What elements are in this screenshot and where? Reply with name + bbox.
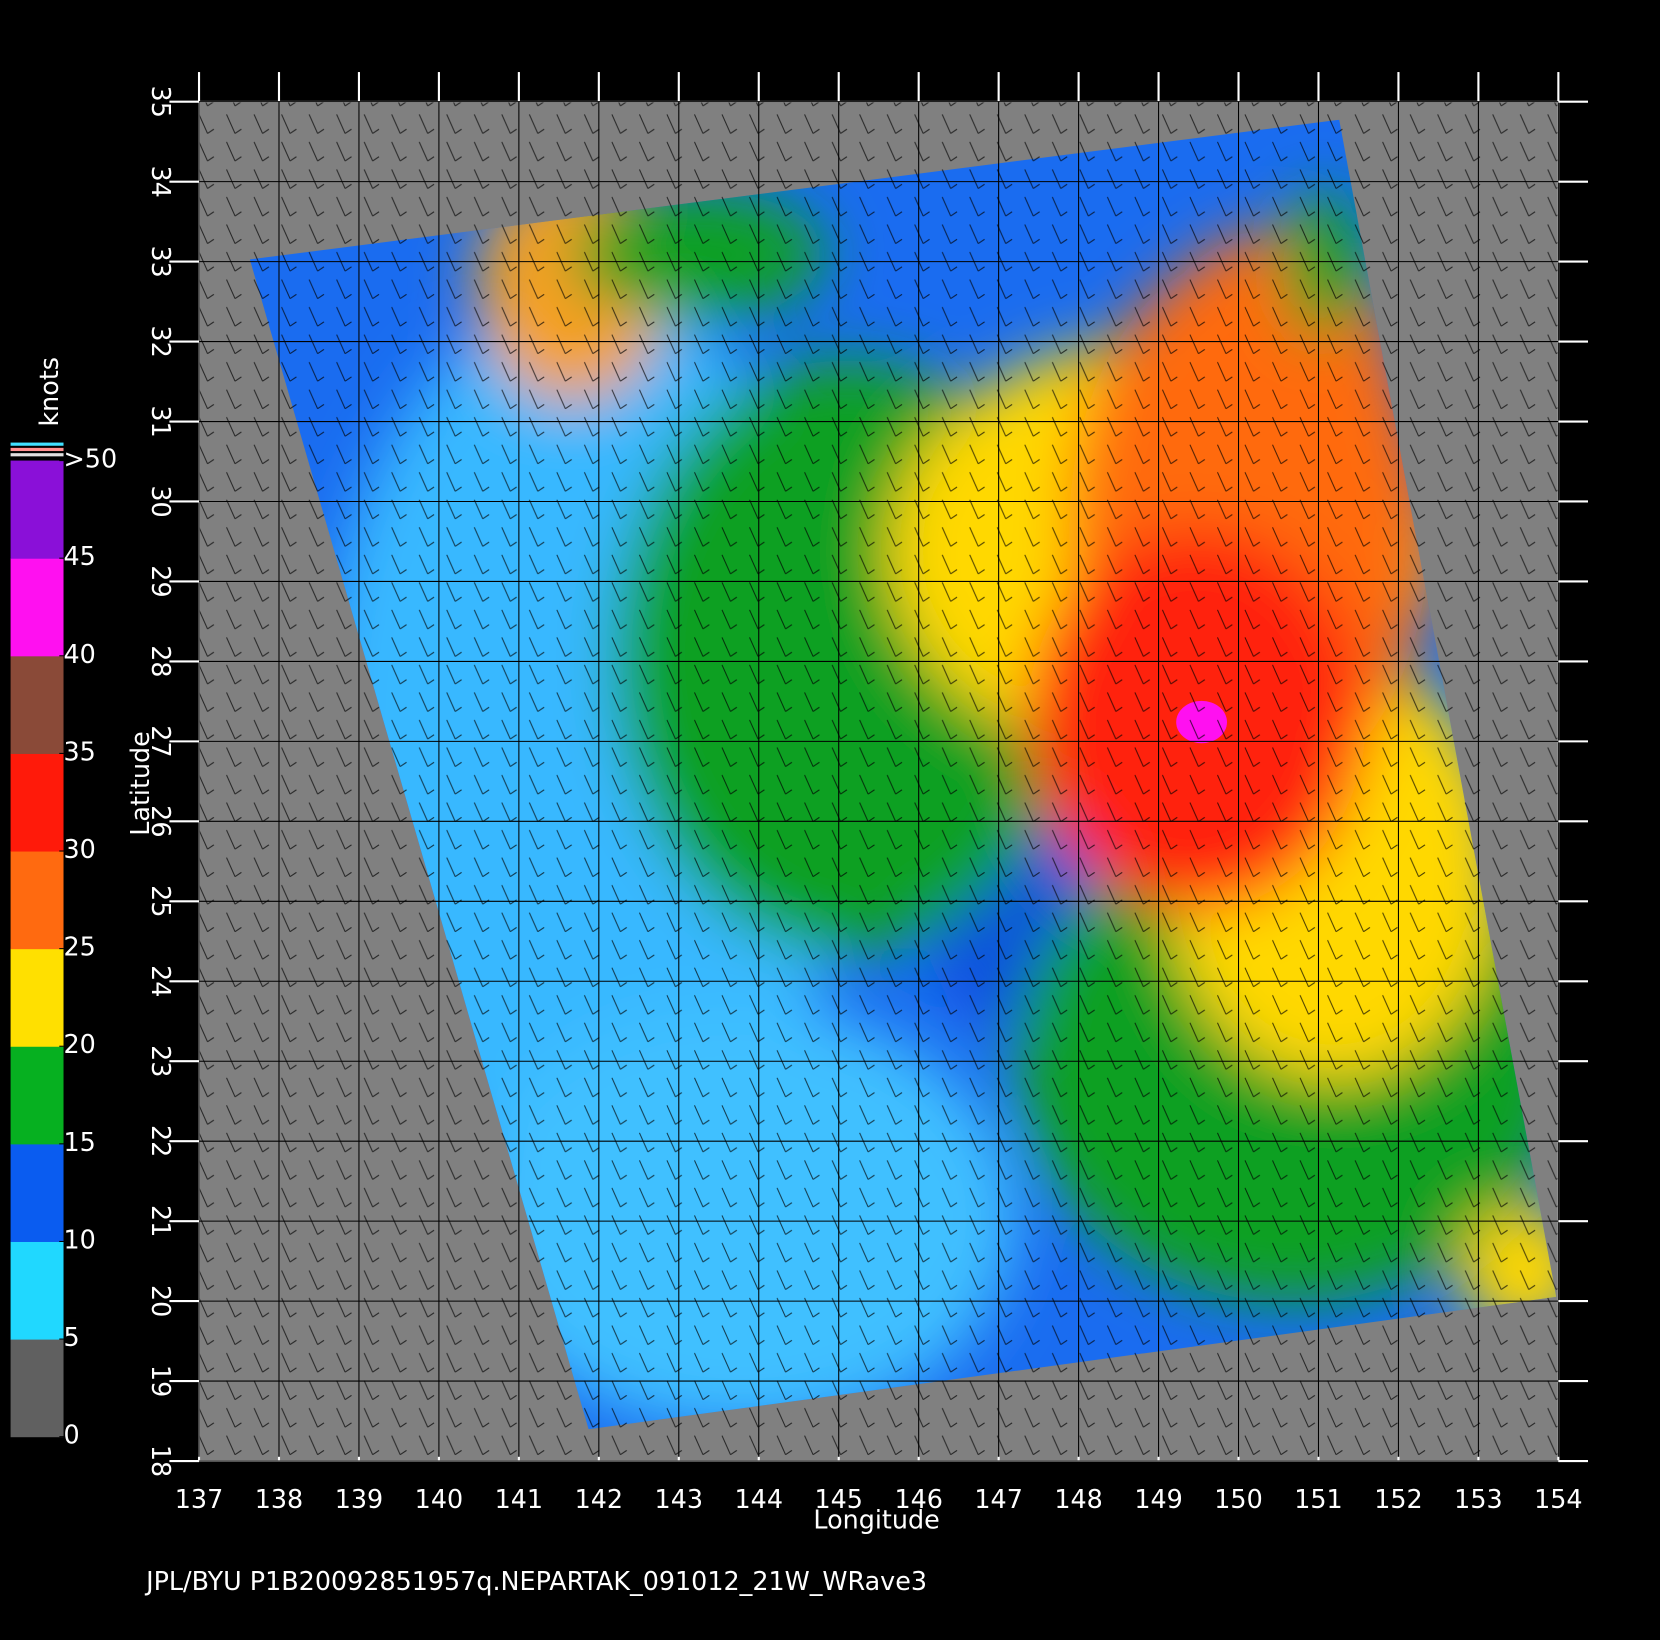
y-tick-label: 21	[146, 1205, 176, 1237]
y-tick-label: 28	[146, 645, 176, 677]
colorbar-tick-label: 35	[64, 736, 96, 766]
x-tick-label: 142	[575, 1484, 623, 1514]
colorbar-segment	[10, 1241, 64, 1340]
y-tick-label: 33	[146, 245, 176, 277]
y-tick-label: 34	[146, 165, 176, 197]
colorbar-tick-label: 5	[64, 1322, 80, 1352]
x-tick-label: 138	[255, 1484, 303, 1514]
colorbar-segment	[10, 753, 64, 852]
colorbar-tick-label: 15	[64, 1127, 96, 1157]
y-tick-label: 22	[146, 1125, 176, 1157]
colorbar-segment	[10, 948, 64, 1047]
x-tick-label: 151	[1294, 1484, 1342, 1514]
colorbar-tick-label: 30	[64, 834, 96, 864]
colorbar: 0 5 10 15 20 25 30 35 40 45 >50	[10, 442, 118, 1450]
y-tick-label: 32	[146, 325, 176, 357]
y-tick-label: 23	[146, 1045, 176, 1077]
x-tick-label: 146	[894, 1484, 942, 1514]
y-tick-label: 30	[146, 485, 176, 517]
colorbar-tick-label: 10	[64, 1224, 96, 1254]
x-tick-label: 149	[1134, 1484, 1182, 1514]
colorbar-tick-label: 0	[64, 1420, 80, 1450]
y-tick-label: 35	[146, 86, 176, 118]
x-tick-label: 145	[814, 1484, 862, 1514]
x-tick-label: 141	[495, 1484, 543, 1514]
colorbar-segment	[10, 655, 64, 754]
x-tick-label: 143	[655, 1484, 703, 1514]
x-tick-label: 150	[1214, 1484, 1262, 1514]
footer: JPL/BYU P1B20092851957q.NEPARTAK_091012_…	[144, 1566, 927, 1596]
colorbar-segment	[10, 1339, 64, 1438]
colorbar-segment	[10, 1046, 64, 1145]
x-tick-label: 153	[1454, 1484, 1502, 1514]
x-tick-label: 140	[415, 1484, 463, 1514]
x-tick-label: 139	[335, 1484, 383, 1514]
y-tick-label: 24	[146, 965, 176, 997]
x-tick-label: 137	[175, 1484, 223, 1514]
y-tick-label: 29	[146, 565, 176, 597]
y-tick-label: 31	[146, 405, 176, 437]
x-tick-label: 144	[735, 1484, 783, 1514]
y-tick-label: 26	[146, 805, 176, 837]
x-axis-label: Longitude	[813, 1504, 939, 1534]
colorbar-segment	[10, 460, 64, 559]
colorbar-tick-label: 45	[64, 541, 96, 571]
colorbar-tick-label: >50	[64, 444, 118, 474]
x-tick-label: 148	[1054, 1484, 1102, 1514]
colorbar-tick-label: 25	[64, 932, 96, 962]
x-tick-label: 147	[974, 1484, 1022, 1514]
y-axis-label: Latitude	[125, 731, 155, 836]
x-tick-label: 154	[1534, 1484, 1582, 1514]
y-tick-label: 25	[146, 885, 176, 917]
colorbar-segment	[10, 558, 64, 657]
colorbar-segment	[10, 851, 64, 950]
y-tick-label: 27	[146, 725, 176, 757]
y-tick-label: 19	[146, 1365, 176, 1397]
axes: 137 138 139 140 141 142 143 144 145 146 147 148 149 1…	[146, 72, 1589, 1514]
colorbar-label: knots	[34, 357, 64, 427]
y-tick-label: 18	[146, 1445, 176, 1477]
wind-barbs	[199, 101, 1559, 1462]
y-tick-label: 20	[146, 1285, 176, 1317]
x-tick-label: 152	[1374, 1484, 1422, 1514]
colorbar-segment	[10, 1143, 64, 1242]
colorbar-tick-label: 20	[64, 1029, 96, 1059]
colorbar-tick-label: 40	[64, 639, 96, 669]
